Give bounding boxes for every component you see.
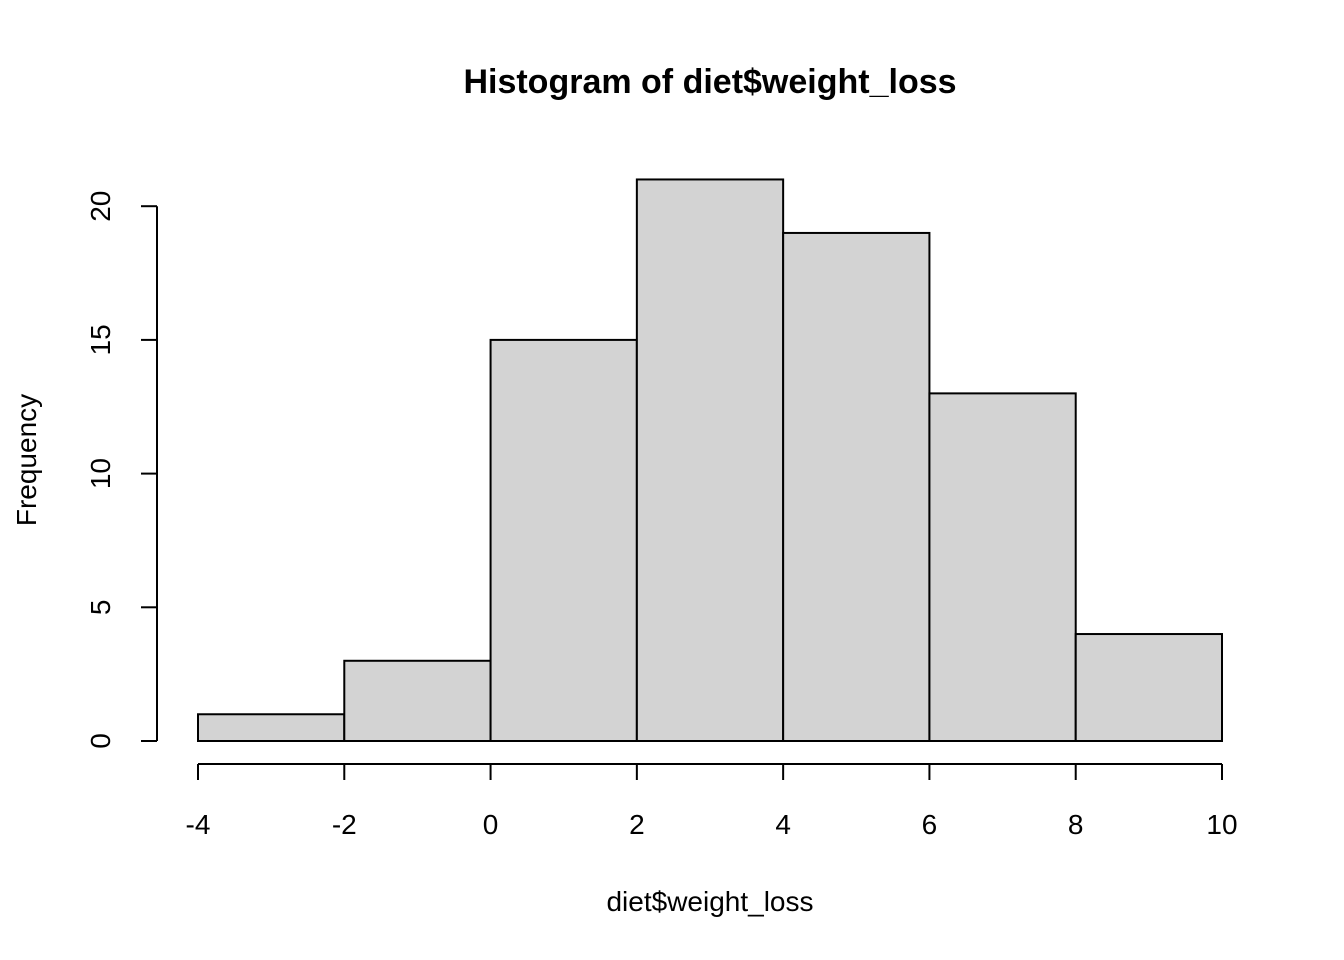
y-axis-title: Frequency [11, 394, 42, 526]
x-tick-label: 2 [629, 809, 645, 840]
y-tick-label: 5 [85, 600, 116, 616]
y-tick-label: 10 [85, 458, 116, 489]
histogram-bar-4 [635, 178, 785, 742]
x-axis: -4 -2 0 2 4 6 8 10 [186, 763, 1238, 840]
chart-title: Histogram of diet$weight_loss [463, 63, 956, 101]
histogram-bar-7 [1074, 633, 1223, 742]
y-tick-label: 20 [85, 191, 116, 222]
y-axis: 0 5 10 15 20 [85, 191, 158, 749]
x-tick-label: -4 [186, 809, 211, 840]
histogram-bar-1 [197, 713, 346, 743]
histogram-bar-3 [489, 338, 638, 742]
bars-group [197, 178, 1223, 743]
x-tick-label: 4 [775, 809, 791, 840]
histogram-bar-5 [782, 231, 931, 742]
y-tick-label: 15 [85, 324, 116, 355]
y-tick-label: 0 [85, 733, 116, 749]
x-tick-label: -2 [332, 809, 357, 840]
x-tick-label: 8 [1068, 809, 1084, 840]
x-tick-label: 10 [1206, 809, 1237, 840]
x-axis-title: diet$weight_loss [606, 886, 813, 917]
histogram-bar-6 [928, 392, 1077, 742]
x-tick-label: 0 [483, 809, 499, 840]
x-tick-label: 6 [922, 809, 938, 840]
histogram-bar-2 [343, 659, 492, 743]
